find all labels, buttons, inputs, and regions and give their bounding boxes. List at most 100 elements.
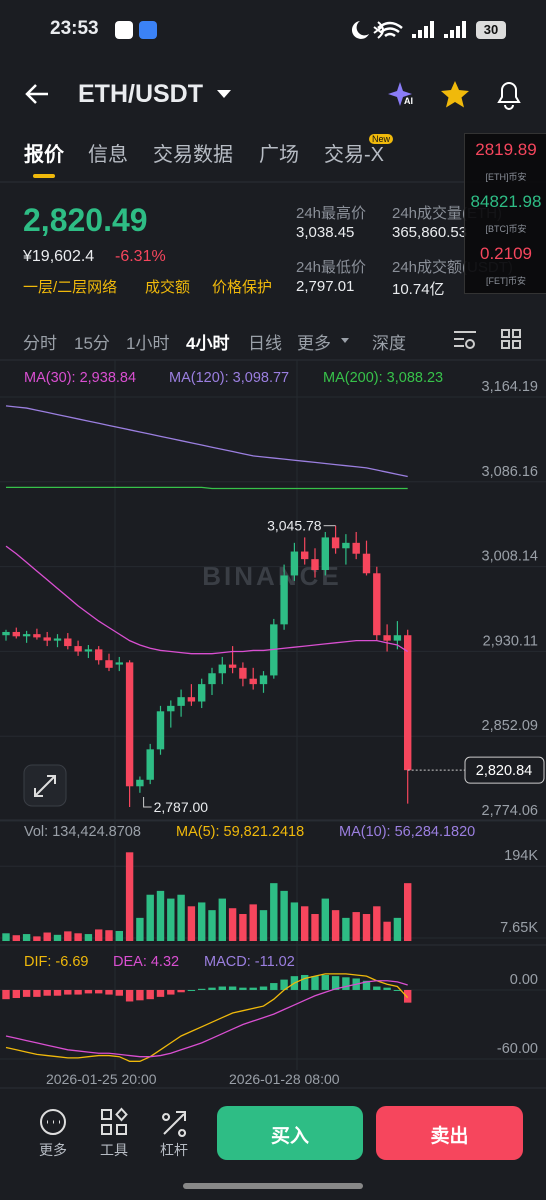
low-pointer	[143, 796, 152, 808]
candle-body	[2, 631, 10, 636]
volume-bar	[177, 894, 185, 941]
interval[interactable]: 深度	[372, 334, 406, 353]
layout-icon[interactable]	[501, 329, 521, 349]
last-price-label: 2,820.84	[476, 763, 532, 779]
ai-icon[interactable]	[388, 82, 412, 106]
y-tick-label: 7.65K	[500, 920, 538, 936]
volume-bar	[74, 933, 82, 941]
bottom-label[interactable]: 更多	[39, 1142, 67, 1158]
candle-body	[84, 649, 93, 652]
sell-button[interactable]	[376, 1106, 523, 1160]
volume-bar	[208, 910, 216, 941]
candle-body	[156, 711, 165, 750]
candle-body	[259, 675, 268, 685]
interval[interactable]: 更多	[297, 334, 331, 353]
last-price-box	[464, 756, 545, 784]
interval[interactable]: 分时	[23, 334, 57, 353]
macd-bar	[95, 989, 103, 994]
pair-title[interactable]: ETH/USDT	[78, 80, 203, 108]
volume-bar	[156, 890, 165, 941]
interval[interactable]: 日线	[248, 334, 282, 353]
volume-bar	[404, 883, 412, 941]
leverage-icon[interactable]	[162, 1111, 187, 1137]
macd-bar	[362, 980, 371, 990]
dropdown-icon[interactable]	[217, 90, 231, 98]
volume-bar	[167, 898, 175, 941]
indicator-icon[interactable]	[454, 331, 476, 347]
macd-bar	[136, 989, 144, 1001]
tab-indicator	[33, 174, 55, 178]
bell-icon[interactable]	[497, 82, 521, 110]
macd-bar	[270, 983, 278, 990]
bottom-label[interactable]: 杠杆	[160, 1142, 188, 1158]
stat-value: 365,860.53	[392, 224, 468, 241]
macd-bar	[156, 989, 165, 997]
volume-bar	[95, 929, 103, 941]
volume-bar	[331, 910, 340, 941]
tab[interactable]: 交易数据	[153, 144, 233, 166]
volume-bar	[105, 930, 113, 941]
dif-line	[5, 973, 409, 1062]
macd-bar	[228, 986, 237, 990]
y-tick-label: 3,086.16	[482, 464, 538, 480]
macd-bar	[301, 975, 309, 990]
macd-bar	[239, 987, 247, 990]
volume-bar	[125, 852, 134, 941]
tab[interactable]: 信息	[88, 144, 128, 166]
float-widget[interactable]: 2819.89 [ETH]币安 84821.98 [BTC]币安 0.2109 …	[464, 133, 546, 294]
tab[interactable]: 交易-X	[324, 144, 384, 166]
macd-bar	[105, 989, 113, 995]
ma-line	[5, 545, 409, 655]
candle-body	[280, 575, 288, 625]
volume-bar	[43, 932, 51, 941]
favorite-icon[interactable]	[441, 81, 469, 108]
buy-button[interactable]	[217, 1106, 363, 1160]
y-tick-label: 2,930.11	[483, 633, 538, 649]
more-icon[interactable]	[40, 1109, 66, 1135]
macd-bar	[64, 989, 72, 995]
y-tick-label: 2,852.09	[482, 718, 538, 734]
volume-bar	[53, 934, 62, 941]
volume-bar	[280, 890, 288, 941]
macd-bar	[208, 987, 216, 990]
vol-legend: MA(5): 59,821.2418	[176, 824, 305, 840]
tab[interactable]: 报价	[24, 144, 64, 166]
bottom-label[interactable]: 工具	[100, 1142, 128, 1158]
date-label: 2026-01-28 08:00	[229, 1071, 340, 1087]
tag[interactable]: 一层/二层网络	[23, 279, 118, 296]
tab[interactable]: 广场	[259, 144, 299, 166]
sell-label[interactable]: 卖出	[430, 1126, 469, 1147]
volume-bar	[33, 936, 41, 941]
macd-bar	[146, 989, 154, 1000]
tools-icon[interactable]	[101, 1107, 128, 1135]
back-icon[interactable]	[25, 84, 48, 104]
candle-body	[187, 697, 196, 702]
stat-label: 24h最低价	[296, 259, 367, 276]
candle-body	[22, 634, 31, 637]
volume-bar	[362, 914, 371, 941]
interval[interactable]: 4小时	[186, 334, 230, 353]
last-price: 2,820.49	[23, 202, 148, 238]
widget-name: [FET]币安	[486, 276, 526, 286]
buy-label[interactable]: 买入	[270, 1126, 309, 1147]
tag[interactable]: 价格保护	[212, 279, 273, 296]
interval[interactable]: 15分	[74, 334, 110, 353]
candle-body	[64, 638, 72, 647]
widget-price: 0.2109	[480, 244, 532, 263]
ma-legend: MA(30): 2,938.84	[24, 370, 137, 386]
tag[interactable]: 成交额	[145, 279, 191, 296]
volume-bar	[2, 933, 10, 941]
y-tick-label: 3,008.14	[482, 549, 538, 565]
macd-bar	[280, 979, 288, 990]
volume-bar	[301, 906, 309, 941]
interval[interactable]: 1小时	[126, 334, 170, 353]
candle-body	[331, 537, 340, 549]
change: -6.31%	[115, 248, 166, 265]
volume-bar	[136, 917, 144, 941]
candle-body	[342, 542, 350, 549]
macd-bar	[84, 989, 93, 994]
stat-label: 24h最高价	[296, 205, 367, 222]
macd-legend: MACD: -11.02	[204, 954, 295, 970]
